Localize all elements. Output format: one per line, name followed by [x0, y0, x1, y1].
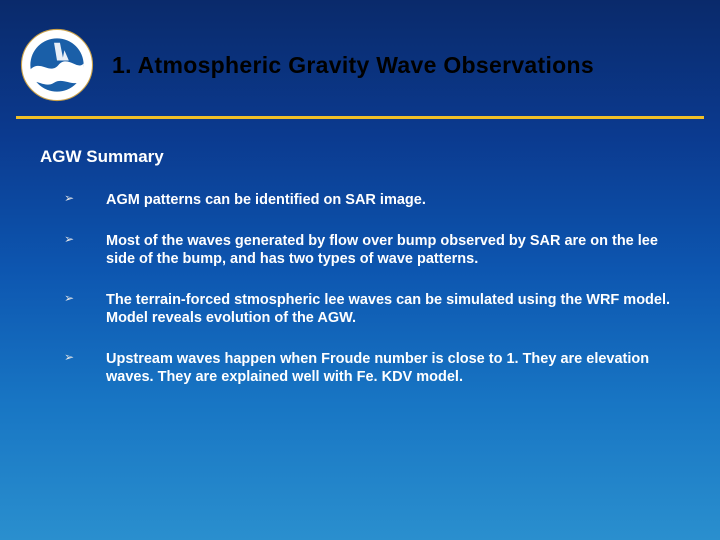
bullet-item: Most of the waves generated by flow over…: [64, 232, 674, 269]
title-underline: [16, 116, 704, 119]
bullet-item: The terrain-forced stmospheric lee waves…: [64, 291, 674, 328]
bullet-item: Upstream waves happen when Froude number…: [64, 350, 674, 387]
bullet-list: AGM patterns can be identified on SAR im…: [64, 191, 674, 387]
slide-title: 1. Atmospheric Gravity Wave Observations: [112, 52, 594, 79]
slide-header: 1. Atmospheric Gravity Wave Observations: [0, 0, 720, 108]
bullet-item: AGM patterns can be identified on SAR im…: [64, 191, 674, 210]
slide-subtitle: AGW Summary: [40, 147, 720, 167]
noaa-logo: [20, 28, 94, 102]
